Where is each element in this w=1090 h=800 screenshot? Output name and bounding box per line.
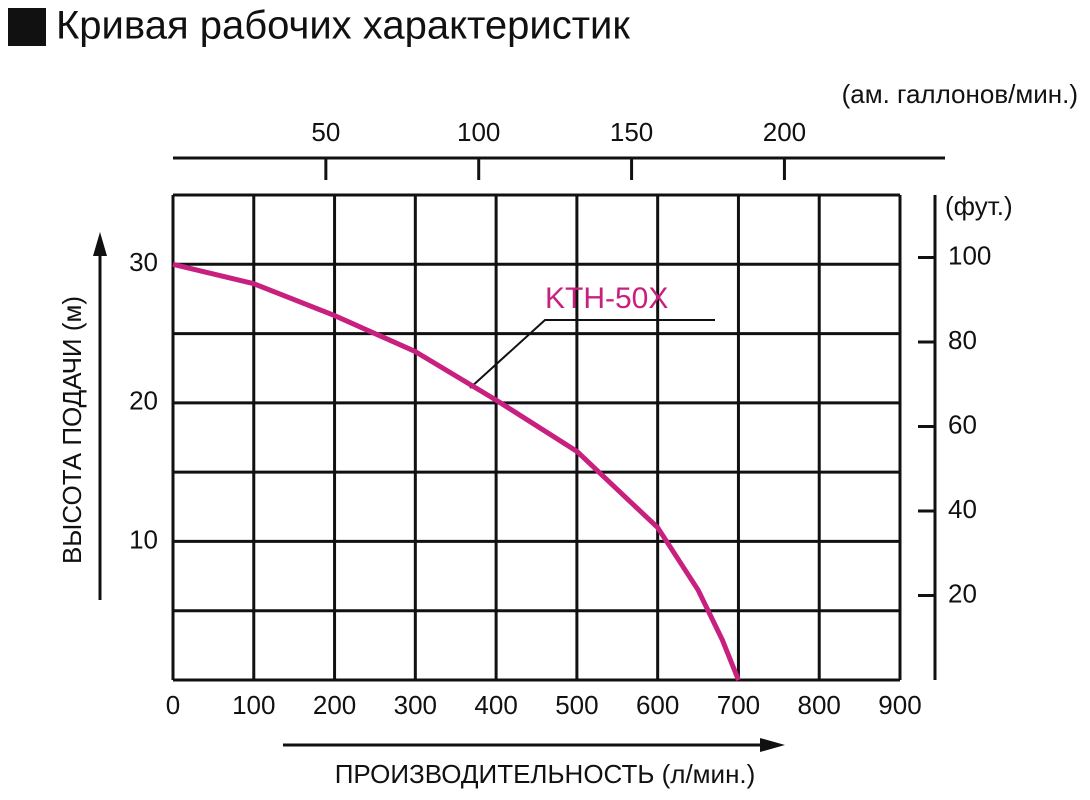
y-tick-label: 20: [129, 386, 158, 416]
y-tick-label: 30: [129, 247, 158, 277]
series-line: [172, 261, 741, 681]
x-tick-label: 100: [232, 690, 275, 720]
x2-tick-label: 100: [457, 117, 500, 147]
x-tick-label: 0: [166, 690, 180, 720]
y-arrow-head: [93, 232, 107, 256]
x-tick-label: 900: [878, 690, 921, 720]
y2-tick-label: 60: [948, 409, 977, 439]
x2-tick-label: 50: [311, 117, 340, 147]
x-tick-label: 400: [474, 690, 517, 720]
y-axis-label: ВЫСОТА ПОДАЧИ (м): [57, 296, 87, 564]
title-square: [8, 8, 46, 46]
y2-axis-label: (фут.): [945, 191, 1013, 221]
x2-tick-label: 150: [610, 117, 653, 147]
x-tick-label: 300: [394, 690, 437, 720]
x-tick-label: 700: [717, 690, 760, 720]
y2-tick-label: 80: [948, 325, 977, 355]
x-tick-label: 200: [313, 690, 356, 720]
annotation-leader: [469, 319, 715, 389]
y2-tick-label: 100: [948, 240, 991, 270]
x-arrow-head: [760, 738, 785, 752]
series-label: KTH-50X: [545, 282, 668, 315]
y2-tick-label: 20: [948, 578, 977, 608]
x-tick-label: 800: [798, 690, 841, 720]
x-axis-label: ПРОИЗВОДИТЕЛЬНОСТЬ (л/мин.): [335, 759, 756, 789]
x2-tick-label: 200: [763, 117, 806, 147]
x-tick-label: 500: [555, 690, 598, 720]
x-tick-label: 600: [636, 690, 679, 720]
chart-title: Кривая рабочих характеристик: [56, 4, 630, 48]
y2-tick-label: 40: [948, 494, 977, 524]
x2-axis-label: (ам. галлонов/мин.): [842, 79, 1078, 109]
y-tick-label: 10: [129, 524, 158, 554]
